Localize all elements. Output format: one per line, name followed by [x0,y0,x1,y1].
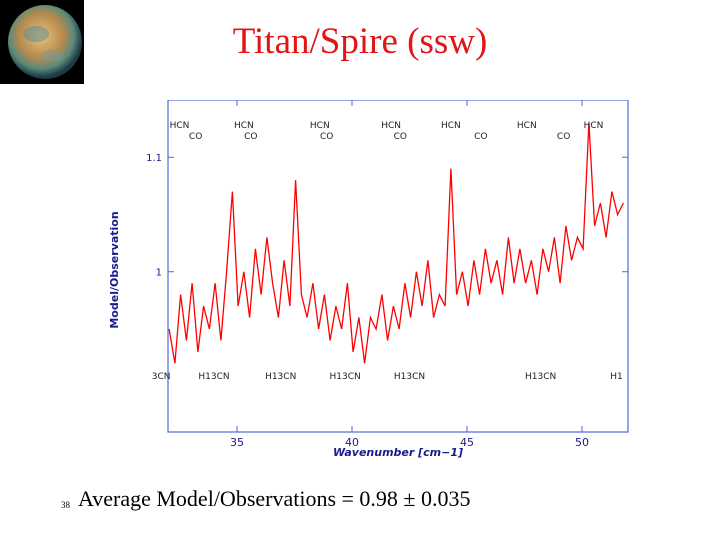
line-annotation-h13cn: H13CN [265,372,296,382]
line-annotation-co: CO [320,132,333,142]
y-tick-label: 1 [156,268,162,279]
x-tick-label: 35 [230,436,244,449]
line-annotation-hcn: HCN [310,121,330,131]
line-annotation-co: CO [474,132,487,142]
line-annotation-h13cn: H13CN [525,372,556,382]
line-annotation-hcn: HCN [234,121,254,131]
x-axis-label: Wavenumber [cm−1] [333,446,463,459]
line-annotation-h13cn: H13CN [198,372,229,382]
plot-frame [167,100,629,433]
line-annotation-co: CO [244,132,257,142]
line-annotation-hcn: HCN [441,121,461,131]
x-tick-label: 45 [460,436,474,449]
line-annotation-co: CO [189,132,202,142]
x-tick-label: 50 [575,436,589,449]
y-axis-label: Model/Observation [108,211,121,328]
y-tick-label: 1.1 [146,153,162,164]
line-annotation-h13cn: 3CN [152,372,171,382]
line-annotation-co: CO [394,132,407,142]
line-annotation-h13cn: H13CN [394,372,425,382]
titan-planet-image [0,0,84,84]
titan-thumbnail [0,0,84,84]
line-annotation-hcn: HCN [517,121,537,131]
line-annotation-co: CO [557,132,570,142]
slide-number: 38 [61,500,70,510]
line-annotation-h13cn: H1 [610,372,623,382]
line-annotation-hcn: HCN [584,121,604,131]
footer-summary: Average Model/Observations = 0.98 ± 0.03… [78,486,471,511]
slide-title: Titan/Spire (ssw) [232,21,488,62]
spectrum-series-line [168,122,624,364]
x-tick-label: 40 [345,436,359,449]
line-annotation-hcn: HCN [381,121,401,131]
line-annotation-hcn: HCN [170,121,190,131]
line-annotation-h13cn: H13CN [329,372,360,382]
